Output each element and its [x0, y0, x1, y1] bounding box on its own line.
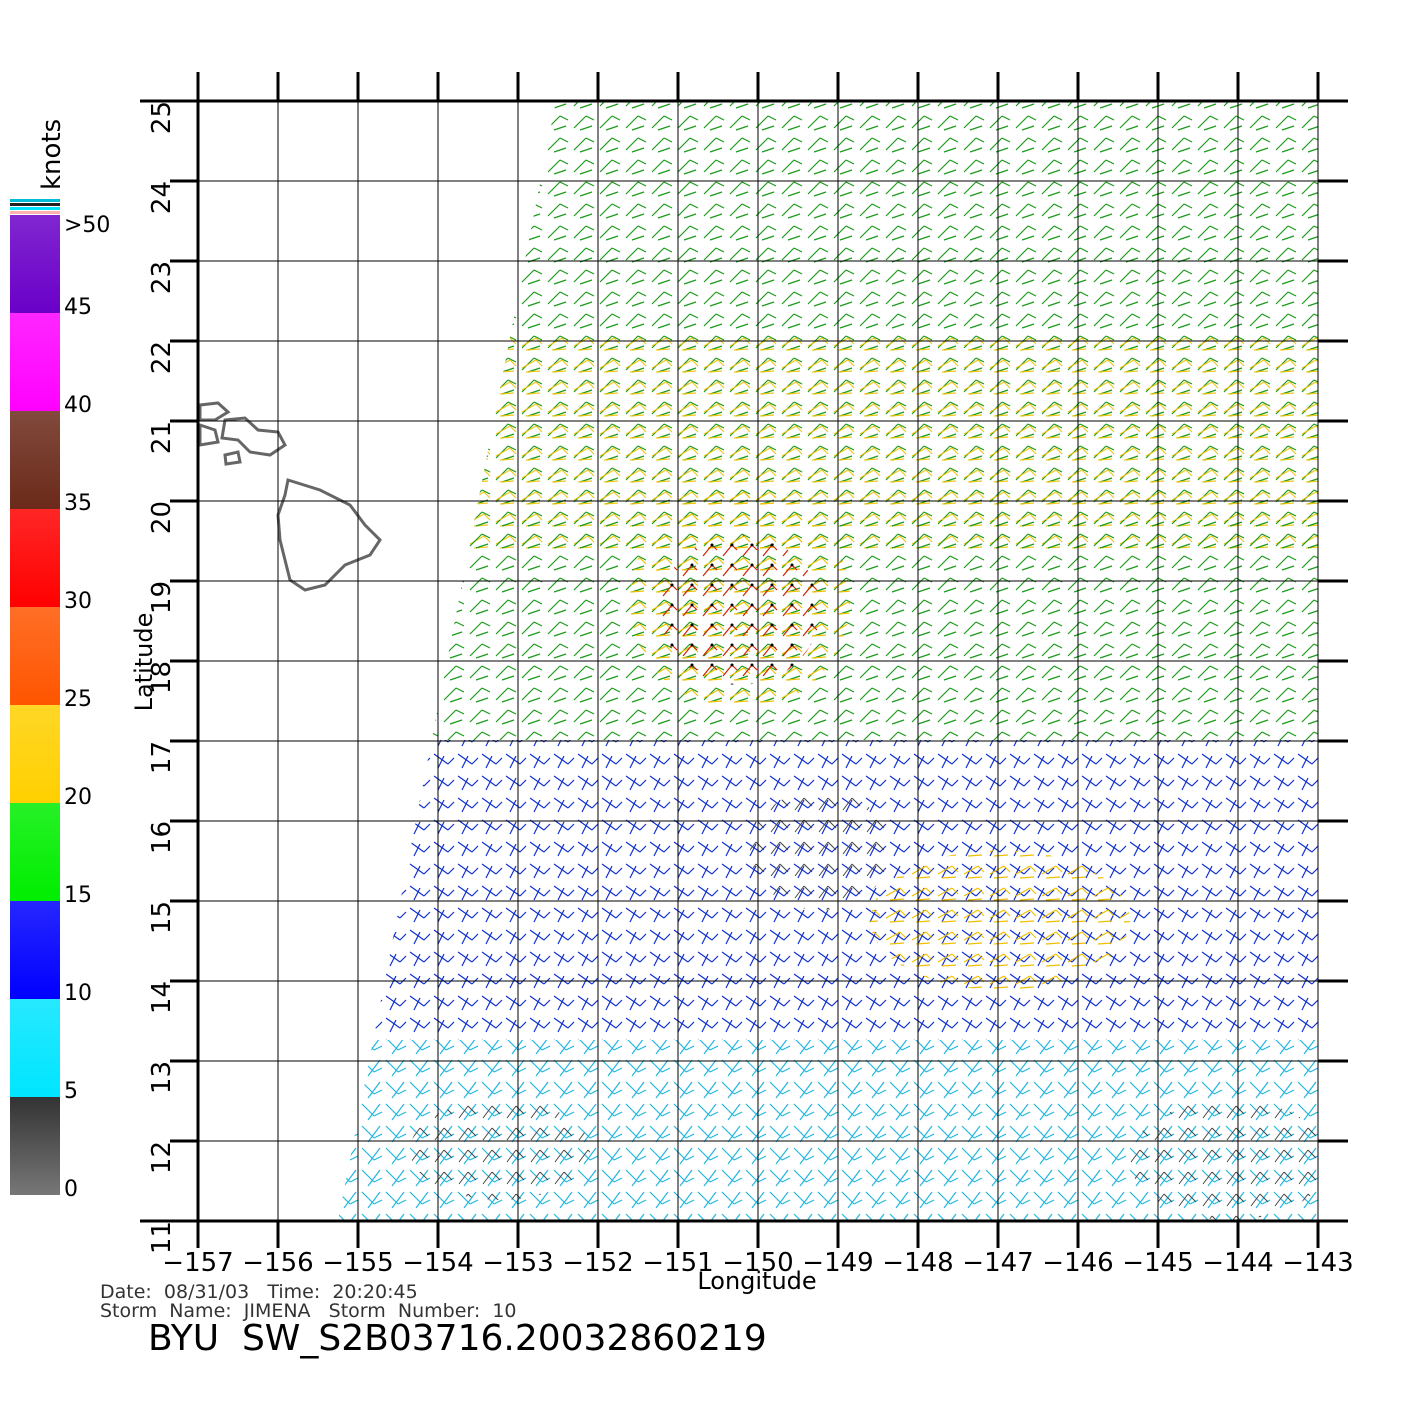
y-tick-label: 22 — [147, 341, 177, 374]
colorbar-tick-label: 45 — [64, 295, 92, 320]
colorbar-cap — [10, 207, 60, 210]
colorbar-tick-label: 15 — [64, 883, 92, 908]
colorbar-tick-label: 5 — [64, 1079, 78, 1104]
islands — [198, 401, 382, 592]
y-tick-label: 12 — [147, 1141, 177, 1174]
x-tick-label: −147 — [962, 1248, 1033, 1278]
x-tick-label: −148 — [882, 1248, 953, 1278]
y-tick-label: 25 — [147, 101, 177, 134]
x-tick-label: −152 — [562, 1248, 633, 1278]
y-tick-label: 17 — [147, 741, 177, 774]
colorbar-segment — [10, 803, 60, 901]
x-tick-label: −157 — [162, 1248, 233, 1278]
x-tick-label: −149 — [802, 1248, 873, 1278]
x-tick-label: −151 — [642, 1248, 713, 1278]
x-tick-label: −153 — [482, 1248, 553, 1278]
y-tick-label: 20 — [147, 501, 177, 534]
colorbar-tick-label: 10 — [64, 981, 92, 1006]
y-tick-label: 14 — [147, 981, 177, 1014]
storm-line: Storm Name: JIMENA Storm Number: 10 — [100, 1300, 517, 1322]
colorbar-tick-label: 35 — [64, 491, 92, 516]
x-tick-label: −145 — [1122, 1248, 1193, 1278]
y-tick-label: 21 — [147, 421, 177, 454]
colorbar-tick-label: 20 — [64, 785, 92, 810]
colorbar-cap — [10, 203, 60, 206]
colorbar-segment — [10, 607, 60, 705]
x-tick-label: −156 — [242, 1248, 313, 1278]
chart-title: BYU SW_S2B03716.20032860219 — [148, 1318, 767, 1359]
y-tick-label: 24 — [147, 181, 177, 214]
colorbar-label: knots — [37, 119, 67, 190]
colorbar-segment — [10, 1097, 60, 1195]
colorbar-segment — [10, 705, 60, 803]
colorbar-tick-label: 25 — [64, 687, 92, 712]
colorbar-segment — [10, 999, 60, 1097]
x-axis-title: Longitude — [697, 1267, 816, 1295]
colorbar-cap — [10, 211, 60, 214]
y-tick-label: 11 — [147, 1221, 177, 1254]
colorbar-tick-label: >50 — [64, 213, 110, 238]
colorbar-tick-label: 0 — [64, 1177, 78, 1202]
colorbar-segment — [10, 411, 60, 509]
y-tick-label: 18 — [147, 661, 177, 694]
colorbar-segment — [10, 215, 60, 313]
y-tick-label: 19 — [147, 581, 177, 614]
colorbar-cap — [10, 199, 60, 202]
y-tick-label: 16 — [147, 821, 177, 854]
y-tick-label: 15 — [147, 901, 177, 934]
x-tick-label: −154 — [402, 1248, 473, 1278]
colorbar-tick-label: 40 — [64, 393, 92, 418]
y-tick-label: 13 — [147, 1061, 177, 1094]
x-tick-label: −146 — [1042, 1248, 1113, 1278]
y-axis-title: Latitude — [130, 613, 158, 712]
x-tick-label: −155 — [322, 1248, 393, 1278]
x-tick-label: −144 — [1202, 1248, 1273, 1278]
colorbar-segment — [10, 313, 60, 411]
x-tick-label: −150 — [722, 1248, 793, 1278]
x-tick-label: −143 — [1282, 1248, 1353, 1278]
wind-field — [338, 101, 1318, 1221]
colorbar-segment — [10, 901, 60, 999]
date-line: Date: 08/31/03 Time: 20:20:45 — [100, 1281, 418, 1303]
colorbar-tick-label: 30 — [64, 589, 92, 614]
colorbar-segment — [10, 509, 60, 607]
y-tick-label: 23 — [147, 261, 177, 294]
